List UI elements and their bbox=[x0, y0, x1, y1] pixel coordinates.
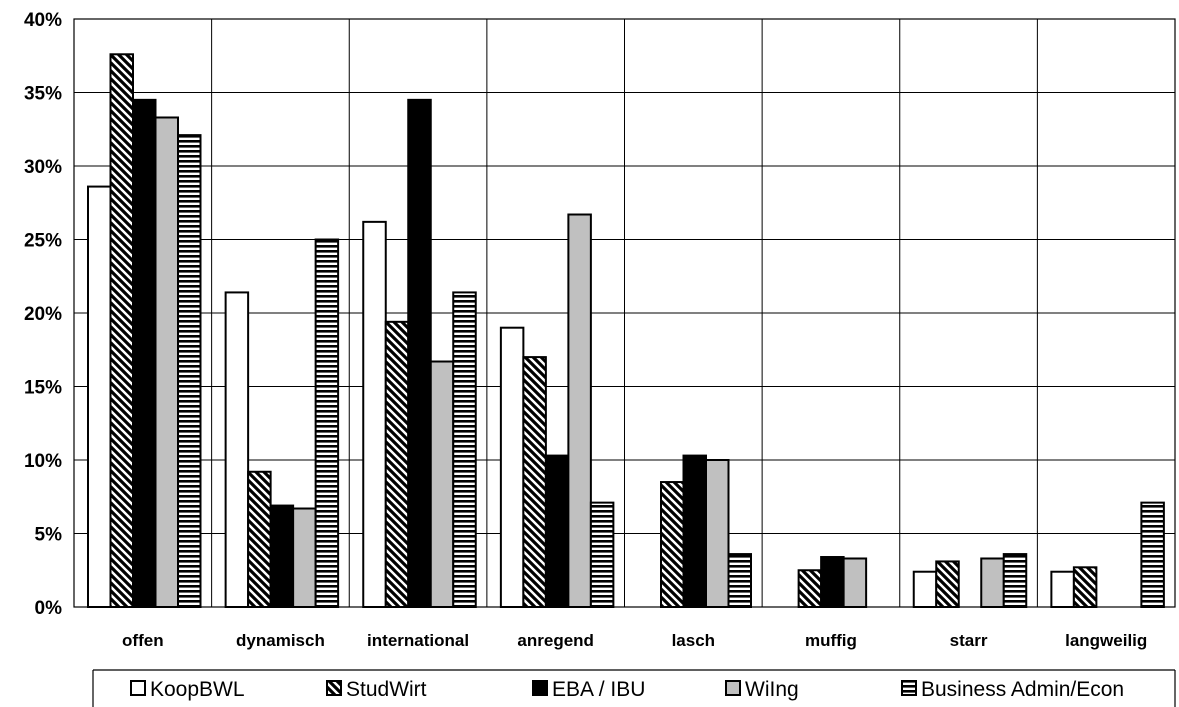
bar-eba-ibu-muffig bbox=[820, 556, 845, 609]
plot-border bbox=[73, 18, 1176, 608]
bar-business-admin-econ-langweilig bbox=[1140, 501, 1165, 609]
x-category-label: langweilig bbox=[1065, 631, 1147, 650]
y-tick-label: 0% bbox=[35, 598, 63, 619]
bar-business-admin-econ-starr bbox=[1002, 553, 1028, 609]
legend-swatch bbox=[532, 680, 548, 696]
legend-swatch bbox=[130, 680, 146, 696]
bar-business-admin-econ-international bbox=[452, 291, 477, 608]
y-tick-label: 5% bbox=[35, 525, 63, 546]
x-category-label: muffig bbox=[805, 631, 857, 650]
legend-label: Business Admin/Econ bbox=[921, 678, 1124, 701]
y-tick-label: 20% bbox=[24, 304, 62, 325]
bar-studwirt-muffig bbox=[797, 569, 823, 608]
y-tick-label: 25% bbox=[24, 231, 62, 252]
bar-studwirt-lasch bbox=[660, 481, 685, 608]
bar-koopbwl-international bbox=[362, 220, 387, 609]
legend-label: StudWirt bbox=[346, 678, 427, 701]
legend-swatch bbox=[725, 680, 741, 696]
legend-box bbox=[92, 669, 1176, 707]
x-category-label: lasch bbox=[672, 631, 715, 650]
legend-label: KoopBWL bbox=[150, 678, 245, 701]
bar-eba-ibu-offen bbox=[132, 98, 157, 608]
bar-eba-ibu-anregend bbox=[544, 454, 570, 608]
x-category-label: starr bbox=[950, 631, 988, 650]
y-tick-label: 30% bbox=[24, 157, 62, 178]
bars bbox=[87, 53, 1165, 609]
bar-wiing-offen bbox=[154, 116, 179, 609]
x-axis-categories: offen dynamisch international anregend lasch… bbox=[122, 631, 1147, 650]
y-tick-label: 40% bbox=[24, 10, 62, 31]
bar-studwirt-langweilig bbox=[1072, 566, 1098, 608]
bar-studwirt-starr bbox=[935, 560, 960, 608]
bar-eba-ibu-lasch bbox=[682, 454, 707, 608]
legend-swatch bbox=[901, 680, 917, 696]
bar-wiing-muffig bbox=[842, 557, 868, 608]
bar-wiing-anregend bbox=[567, 213, 592, 608]
bar-business-admin-econ-lasch bbox=[727, 553, 752, 609]
bar-business-admin-econ-anregend bbox=[589, 501, 615, 609]
legend: KoopBWL StudWirt EBA / IBU WiIng Business Ad… bbox=[92, 669, 1176, 707]
bar-studwirt-international bbox=[384, 320, 410, 608]
bar-koopbwl-dynamisch bbox=[224, 291, 250, 608]
bar-wiing-starr bbox=[980, 557, 1005, 608]
bar-studwirt-dynamisch bbox=[247, 470, 272, 609]
bar-eba-ibu-international bbox=[407, 98, 432, 608]
legend-label: EBA / IBU bbox=[552, 678, 645, 701]
x-category-label: anregend bbox=[517, 631, 594, 650]
legend-label: WiIng bbox=[745, 678, 799, 701]
bar-koopbwl-anregend bbox=[499, 326, 525, 608]
bar-wiing-lasch bbox=[705, 459, 730, 608]
bar-business-admin-econ-offen bbox=[177, 134, 202, 608]
bar-koopbwl-langweilig bbox=[1050, 570, 1075, 608]
x-category-label: offen bbox=[122, 631, 164, 650]
x-category-label: international bbox=[367, 631, 469, 650]
y-axis-ticks: 0% 5% 10% 15% 20% 25% 30% 35% 40% bbox=[24, 10, 62, 619]
legend-swatch bbox=[326, 680, 342, 696]
plot-frame bbox=[73, 18, 1176, 608]
bar-eba-ibu-dynamisch bbox=[269, 504, 295, 609]
bar-business-admin-econ-dynamisch bbox=[314, 238, 340, 608]
bar-koopbwl-offen bbox=[87, 185, 112, 609]
bar-koopbwl-starr bbox=[912, 570, 938, 608]
y-tick-label: 15% bbox=[24, 378, 62, 399]
grid-lines bbox=[74, 18, 1175, 608]
x-category-label: dynamisch bbox=[236, 631, 325, 650]
bar-wiing-dynamisch bbox=[292, 507, 317, 609]
bar-studwirt-offen bbox=[109, 53, 134, 608]
bar-wiing-international bbox=[429, 360, 455, 609]
y-tick-label: 35% bbox=[24, 84, 62, 105]
bar-studwirt-anregend bbox=[522, 356, 547, 608]
y-tick-label: 10% bbox=[24, 451, 62, 472]
